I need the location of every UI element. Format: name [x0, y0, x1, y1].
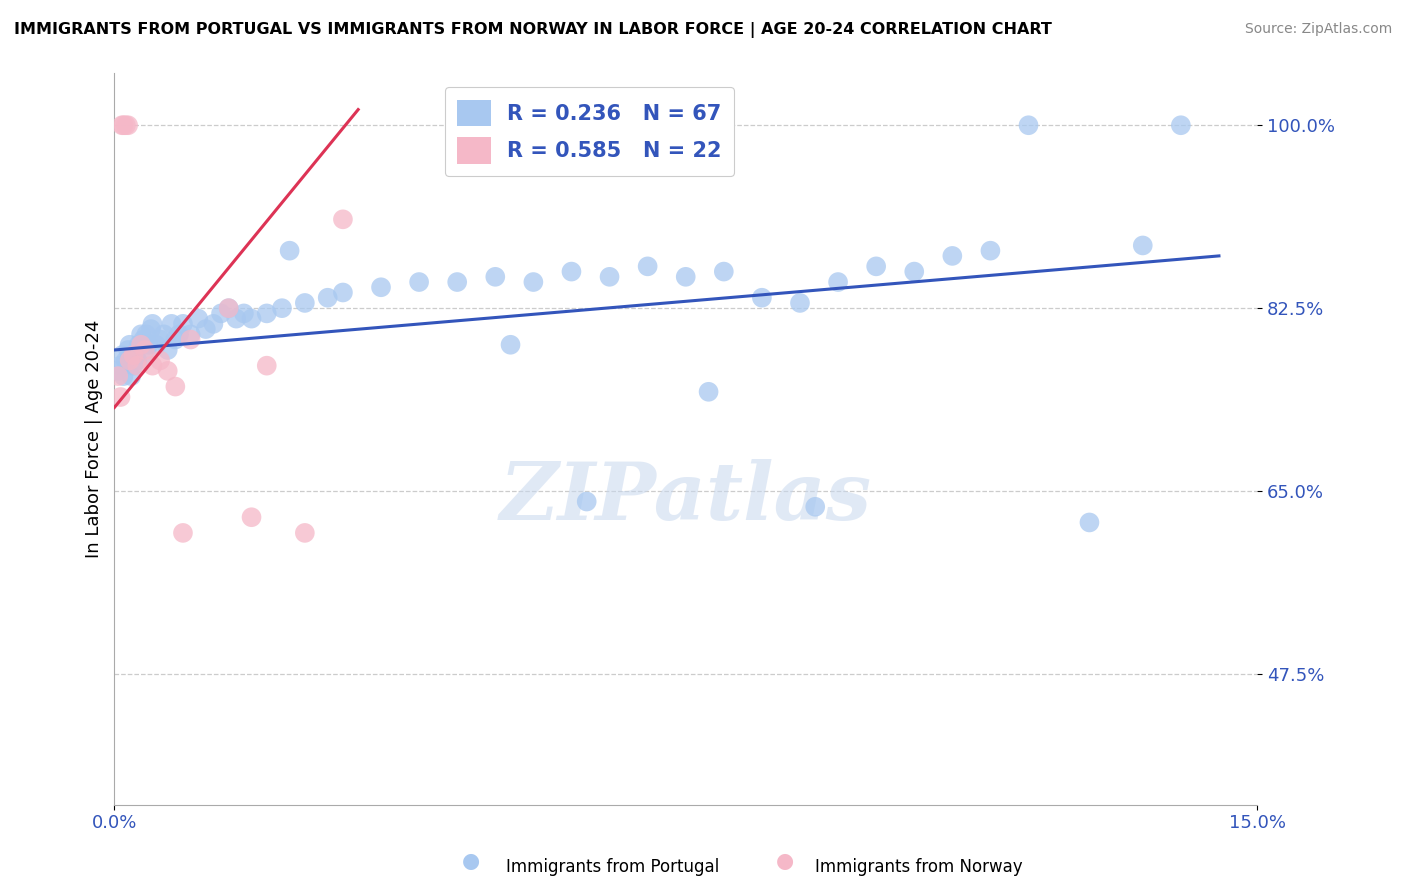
- Point: [120, 369, 142, 384]
- Point: [332, 285, 354, 300]
- Point: [903, 264, 925, 278]
- Point: [240, 510, 263, 524]
- Point: [112, 369, 135, 384]
- Point: [132, 333, 155, 347]
- Point: [128, 337, 150, 351]
- Point: [115, 118, 138, 132]
- Point: [125, 348, 148, 362]
- Point: [139, 322, 162, 336]
- Point: [165, 379, 187, 393]
- Point: [789, 296, 811, 310]
- Point: [111, 118, 134, 132]
- Point: [599, 269, 621, 284]
- Point: [172, 317, 194, 331]
- Point: [149, 353, 172, 368]
- Point: [637, 260, 659, 274]
- Point: [804, 500, 827, 514]
- Point: [209, 306, 232, 320]
- Point: [134, 343, 156, 357]
- Point: [941, 249, 963, 263]
- Point: [172, 525, 194, 540]
- Point: [256, 306, 278, 320]
- Point: [370, 280, 392, 294]
- Point: [107, 364, 129, 378]
- Point: [107, 369, 129, 384]
- Text: ●: ●: [776, 852, 793, 871]
- Y-axis label: In Labor Force | Age 20-24: In Labor Force | Age 20-24: [86, 319, 103, 558]
- Point: [271, 301, 294, 315]
- Point: [218, 301, 240, 315]
- Point: [141, 317, 163, 331]
- Point: [332, 212, 354, 227]
- Point: [153, 327, 176, 342]
- Point: [156, 343, 179, 357]
- Point: [240, 311, 263, 326]
- Point: [751, 291, 773, 305]
- Point: [117, 343, 139, 357]
- Point: [225, 311, 247, 326]
- Point: [499, 337, 522, 351]
- Point: [180, 333, 202, 347]
- Point: [675, 269, 697, 284]
- Point: [145, 337, 167, 351]
- Point: [127, 353, 149, 368]
- Point: [865, 260, 887, 274]
- Point: [118, 337, 141, 351]
- Point: [187, 311, 209, 326]
- Point: [294, 296, 316, 310]
- Text: Immigrants from Portugal: Immigrants from Portugal: [506, 858, 720, 876]
- Point: [118, 353, 141, 368]
- Point: [202, 317, 225, 331]
- Point: [134, 348, 156, 362]
- Point: [180, 327, 202, 342]
- Text: Source: ZipAtlas.com: Source: ZipAtlas.com: [1244, 22, 1392, 37]
- Point: [117, 118, 139, 132]
- Point: [194, 322, 217, 336]
- Point: [138, 337, 160, 351]
- Point: [122, 348, 145, 362]
- Point: [1132, 238, 1154, 252]
- Point: [522, 275, 544, 289]
- Point: [149, 333, 172, 347]
- Point: [156, 364, 179, 378]
- Point: [1018, 118, 1040, 132]
- Point: [232, 306, 254, 320]
- Point: [1078, 516, 1101, 530]
- Point: [446, 275, 468, 289]
- Point: [294, 525, 316, 540]
- Point: [218, 301, 240, 315]
- Point: [112, 118, 135, 132]
- Point: [408, 275, 430, 289]
- Point: [979, 244, 1001, 258]
- Point: [115, 353, 138, 368]
- Point: [122, 359, 145, 373]
- Point: [129, 337, 152, 351]
- Point: [1170, 118, 1192, 132]
- Text: Immigrants from Norway: Immigrants from Norway: [815, 858, 1024, 876]
- Point: [713, 264, 735, 278]
- Point: [575, 494, 598, 508]
- Point: [827, 275, 849, 289]
- Legend: R = 0.236   N = 67, R = 0.585   N = 22: R = 0.236 N = 67, R = 0.585 N = 22: [444, 87, 734, 176]
- Text: IMMIGRANTS FROM PORTUGAL VS IMMIGRANTS FROM NORWAY IN LABOR FORCE | AGE 20-24 CO: IMMIGRANTS FROM PORTUGAL VS IMMIGRANTS F…: [14, 22, 1052, 38]
- Point: [697, 384, 720, 399]
- Point: [560, 264, 582, 278]
- Point: [165, 333, 187, 347]
- Point: [167, 327, 190, 342]
- Point: [316, 291, 339, 305]
- Point: [256, 359, 278, 373]
- Point: [110, 390, 132, 404]
- Point: [135, 327, 157, 342]
- Point: [278, 244, 301, 258]
- Point: [484, 269, 506, 284]
- Point: [110, 359, 132, 373]
- Text: ZIPatlas: ZIPatlas: [499, 458, 872, 536]
- Point: [129, 327, 152, 342]
- Point: [111, 348, 134, 362]
- Text: ●: ●: [463, 852, 479, 871]
- Point: [141, 359, 163, 373]
- Point: [160, 317, 183, 331]
- Point: [127, 359, 149, 373]
